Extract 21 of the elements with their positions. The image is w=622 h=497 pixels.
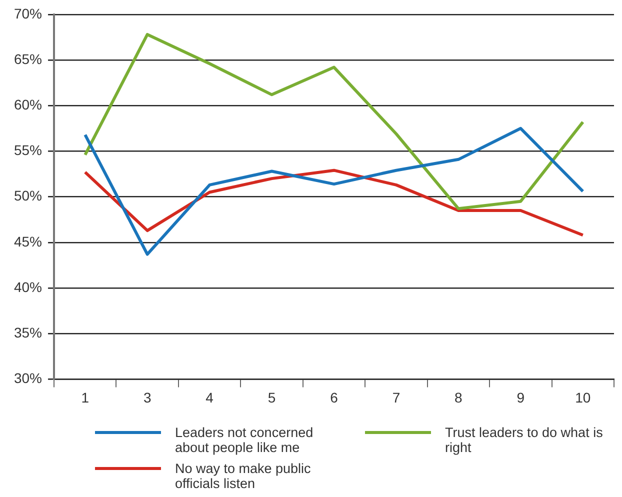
legend-label: No way to make public officials listen bbox=[175, 461, 312, 491]
x-tick-label: 5 bbox=[268, 389, 276, 406]
x-tick-label: 6 bbox=[330, 389, 338, 406]
x-tick-label: 4 bbox=[206, 389, 214, 406]
legend-label: Trust leaders to do what is right bbox=[445, 425, 604, 455]
y-tick-label: 35% bbox=[14, 324, 42, 340]
x-tick-label: 8 bbox=[454, 389, 463, 406]
y-tick-label: 70% bbox=[14, 5, 42, 22]
x-tick-label: 10 bbox=[575, 389, 591, 406]
y-tick-label: 50% bbox=[14, 188, 42, 204]
x-tick-label: 3 bbox=[143, 389, 152, 406]
y-tick-label: 30% bbox=[14, 370, 42, 386]
y-tick-label: 65% bbox=[14, 50, 42, 67]
x-tick-label: 9 bbox=[516, 389, 525, 406]
y-tick-label: 55% bbox=[14, 142, 42, 158]
x-tick-label: 1 bbox=[81, 389, 90, 406]
x-tick-label: 7 bbox=[392, 389, 400, 406]
legend-label: Leaders not concerned about people like me bbox=[175, 425, 314, 455]
y-tick-label: 60% bbox=[14, 96, 42, 112]
y-tick-label: 40% bbox=[14, 278, 42, 295]
y-tick-label: 45% bbox=[14, 233, 42, 250]
